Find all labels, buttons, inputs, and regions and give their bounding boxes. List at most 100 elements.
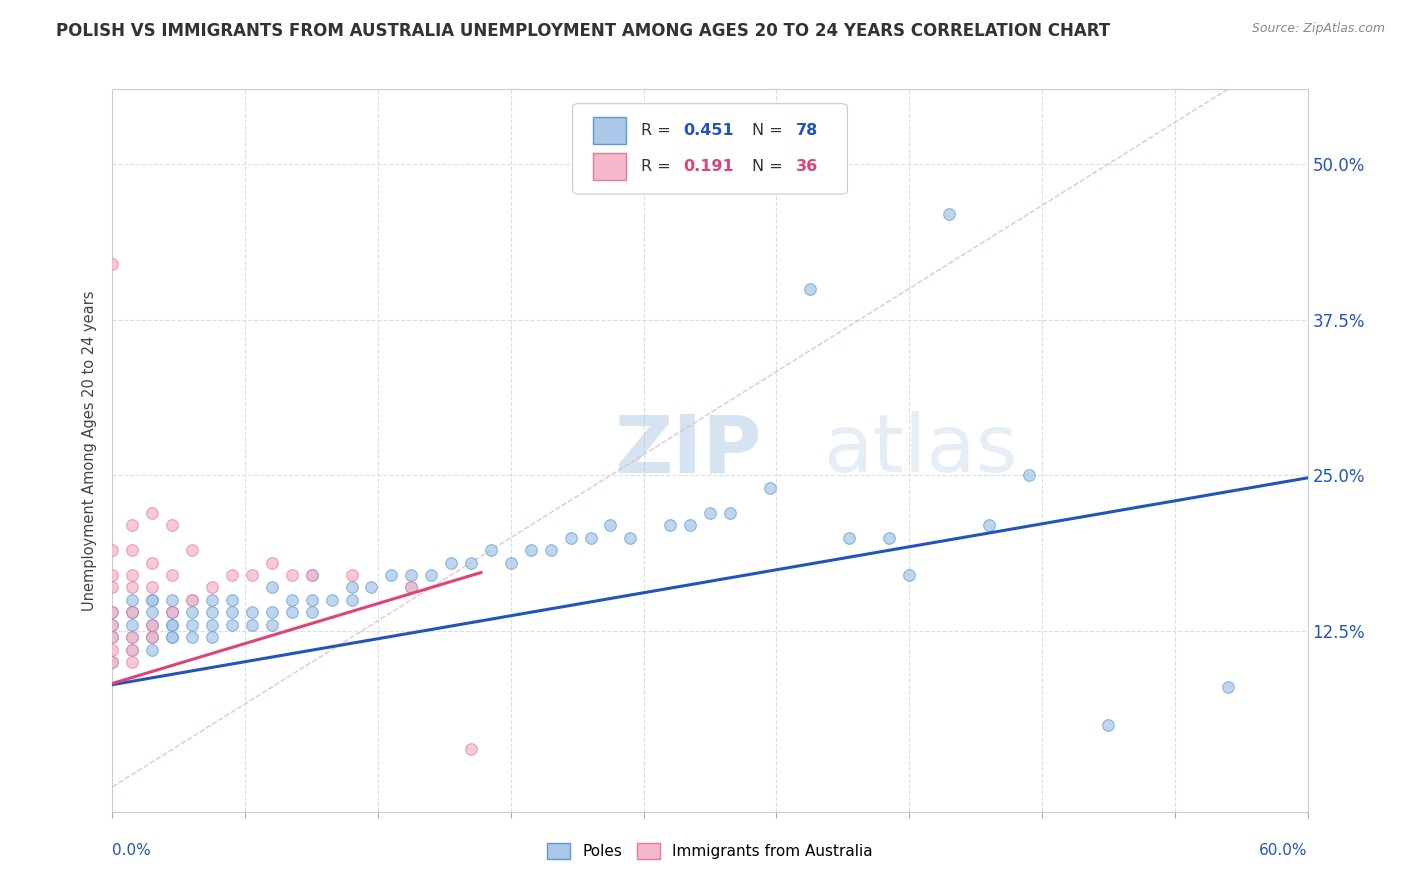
Point	[938, 207, 960, 221]
Point	[141, 642, 163, 657]
Point	[121, 606, 143, 620]
Point	[301, 593, 323, 607]
Point	[201, 581, 224, 595]
Point	[181, 543, 204, 558]
Text: ZIP: ZIP	[614, 411, 762, 490]
Point	[162, 618, 183, 632]
Point	[141, 581, 163, 595]
Text: Source: ZipAtlas.com: Source: ZipAtlas.com	[1251, 22, 1385, 36]
Point	[121, 630, 143, 644]
Point	[101, 257, 124, 271]
Point	[879, 531, 901, 545]
Point	[162, 606, 183, 620]
Text: 0.191: 0.191	[683, 159, 734, 174]
Point	[101, 630, 124, 644]
Point	[340, 593, 363, 607]
Point	[301, 568, 323, 582]
Point	[898, 568, 921, 582]
Point	[101, 630, 124, 644]
Point	[718, 506, 741, 520]
Point	[201, 630, 224, 644]
Point	[260, 618, 283, 632]
Point	[281, 606, 304, 620]
Point	[360, 581, 382, 595]
Point	[221, 618, 243, 632]
Legend: Poles, Immigrants from Australia: Poles, Immigrants from Australia	[541, 838, 879, 865]
Text: 0.451: 0.451	[683, 123, 734, 138]
Point	[141, 630, 163, 644]
Point	[619, 531, 641, 545]
Point	[520, 543, 543, 558]
Point	[281, 593, 304, 607]
Point	[141, 618, 163, 632]
Text: N =: N =	[752, 123, 787, 138]
Point	[101, 543, 124, 558]
Point	[121, 655, 143, 669]
Point	[1216, 680, 1239, 694]
Point	[162, 618, 183, 632]
Point	[221, 593, 243, 607]
Point	[579, 531, 602, 545]
Point	[141, 593, 163, 607]
Point	[121, 593, 143, 607]
Point	[121, 518, 143, 533]
Point	[1097, 717, 1119, 731]
Point	[201, 606, 224, 620]
Point	[162, 606, 183, 620]
Point	[141, 556, 163, 570]
Point	[221, 568, 243, 582]
Text: 0.0%: 0.0%	[112, 843, 152, 858]
Point	[181, 593, 204, 607]
Point	[499, 556, 522, 570]
Text: POLISH VS IMMIGRANTS FROM AUSTRALIA UNEMPLOYMENT AMONG AGES 20 TO 24 YEARS CORRE: POLISH VS IMMIGRANTS FROM AUSTRALIA UNEM…	[56, 22, 1111, 40]
Point	[101, 642, 124, 657]
Point	[460, 742, 482, 756]
Point	[260, 556, 283, 570]
Point	[321, 593, 343, 607]
Point	[121, 568, 143, 582]
Point	[540, 543, 562, 558]
Point	[121, 543, 143, 558]
Point	[121, 642, 143, 657]
Text: atlas: atlas	[824, 411, 1018, 490]
Point	[260, 581, 283, 595]
Point	[101, 581, 124, 595]
Point	[121, 606, 143, 620]
Point	[162, 518, 183, 533]
Point	[121, 630, 143, 644]
Text: 78: 78	[796, 123, 818, 138]
Point	[440, 556, 463, 570]
Point	[162, 568, 183, 582]
Text: 60.0%: 60.0%	[1260, 843, 1308, 858]
Point	[162, 630, 183, 644]
Point	[599, 518, 621, 533]
Text: 36: 36	[796, 159, 818, 174]
Point	[121, 606, 143, 620]
Point	[162, 630, 183, 644]
Point	[141, 630, 163, 644]
Point	[240, 606, 263, 620]
Point	[101, 655, 124, 669]
Point	[281, 568, 304, 582]
Point	[101, 568, 124, 582]
Point	[301, 606, 323, 620]
Point	[201, 618, 224, 632]
Point	[162, 606, 183, 620]
Point	[679, 518, 702, 533]
Point	[401, 581, 423, 595]
Point	[401, 568, 423, 582]
Text: R =: R =	[641, 123, 676, 138]
Point	[340, 581, 363, 595]
Point	[121, 642, 143, 657]
Point	[240, 618, 263, 632]
Point	[121, 618, 143, 632]
FancyBboxPatch shape	[593, 117, 627, 145]
Point	[401, 581, 423, 595]
Point	[560, 531, 582, 545]
Point	[181, 618, 204, 632]
Point	[799, 281, 821, 295]
Point	[101, 618, 124, 632]
Point	[240, 568, 263, 582]
Point	[1018, 468, 1040, 483]
Point	[380, 568, 402, 582]
